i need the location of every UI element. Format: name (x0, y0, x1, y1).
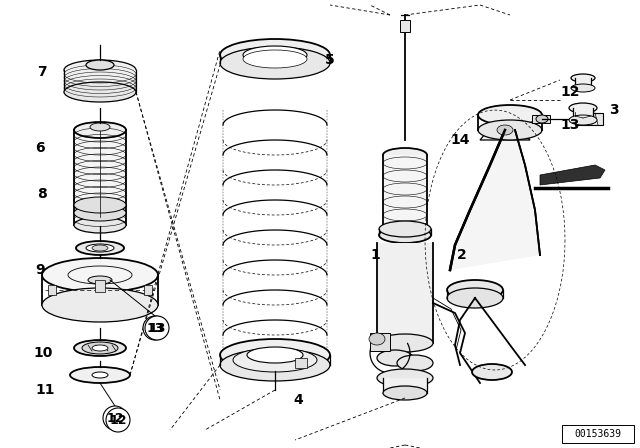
Bar (48, 285, 56, 295)
Bar (383, 155, 427, 235)
Ellipse shape (569, 103, 597, 113)
Polygon shape (487, 116, 523, 136)
Text: 12: 12 (106, 412, 124, 425)
Ellipse shape (497, 125, 513, 135)
Ellipse shape (70, 367, 130, 383)
Ellipse shape (74, 217, 126, 233)
Ellipse shape (233, 348, 317, 372)
Text: 7: 7 (37, 65, 47, 79)
Text: 14: 14 (451, 133, 470, 147)
Ellipse shape (82, 342, 118, 354)
Ellipse shape (383, 148, 427, 162)
Ellipse shape (220, 349, 330, 381)
Ellipse shape (243, 50, 307, 68)
Ellipse shape (88, 276, 112, 284)
Text: 12: 12 (560, 85, 580, 99)
Ellipse shape (243, 46, 307, 64)
Text: 12: 12 (109, 414, 127, 426)
Ellipse shape (92, 372, 108, 378)
Ellipse shape (379, 221, 431, 237)
Ellipse shape (571, 74, 595, 82)
Text: 9: 9 (35, 263, 45, 277)
Polygon shape (540, 165, 605, 185)
Bar (95, 280, 105, 292)
Text: 2: 2 (457, 248, 467, 262)
Ellipse shape (377, 334, 433, 352)
Ellipse shape (383, 386, 427, 400)
Text: 3: 3 (609, 103, 619, 117)
Ellipse shape (379, 227, 431, 243)
Circle shape (143, 316, 167, 340)
Ellipse shape (247, 347, 303, 363)
Bar (575, 78, 591, 88)
Ellipse shape (76, 241, 124, 255)
Ellipse shape (472, 364, 512, 380)
Text: 11: 11 (35, 383, 55, 397)
Bar (573, 108, 593, 120)
Text: 13: 13 (147, 322, 164, 335)
Ellipse shape (536, 115, 548, 123)
Ellipse shape (478, 105, 542, 125)
Ellipse shape (92, 245, 108, 251)
Circle shape (106, 408, 130, 432)
Ellipse shape (74, 122, 126, 138)
Ellipse shape (377, 369, 433, 387)
Ellipse shape (92, 345, 108, 351)
Bar (575, 113, 603, 125)
Bar (144, 285, 152, 295)
Bar (377, 243, 433, 343)
Ellipse shape (447, 288, 503, 308)
Ellipse shape (220, 47, 330, 79)
Text: 00153639: 00153639 (575, 429, 621, 439)
Text: 13: 13 (560, 118, 580, 132)
Text: 4: 4 (293, 393, 303, 407)
Ellipse shape (220, 39, 330, 71)
Text: 6: 6 (35, 141, 45, 155)
Ellipse shape (377, 350, 413, 366)
Circle shape (145, 316, 169, 340)
Bar (64, 70, 136, 92)
Text: 8: 8 (37, 187, 47, 201)
Circle shape (103, 406, 127, 430)
Ellipse shape (447, 280, 503, 300)
Ellipse shape (74, 205, 126, 221)
Ellipse shape (74, 340, 126, 356)
Ellipse shape (571, 84, 595, 92)
Polygon shape (480, 110, 530, 140)
Ellipse shape (90, 123, 110, 131)
Ellipse shape (569, 115, 597, 125)
Ellipse shape (478, 120, 542, 140)
Ellipse shape (369, 333, 385, 345)
Text: 13: 13 (148, 322, 166, 335)
Bar (370, 333, 390, 351)
Ellipse shape (397, 355, 433, 371)
Ellipse shape (42, 258, 158, 292)
Text: 1: 1 (370, 248, 380, 262)
Bar (383, 378, 427, 393)
Text: 10: 10 (33, 346, 52, 360)
Text: 5: 5 (325, 53, 335, 67)
Bar (400, 20, 410, 32)
Bar (532, 115, 550, 123)
Ellipse shape (64, 82, 136, 102)
Polygon shape (450, 130, 540, 270)
Ellipse shape (74, 197, 126, 213)
Bar (74, 130, 126, 225)
Bar (562, 425, 634, 443)
Ellipse shape (86, 60, 114, 70)
Bar (295, 358, 307, 368)
Ellipse shape (64, 60, 136, 80)
Ellipse shape (42, 288, 158, 322)
Ellipse shape (220, 339, 330, 371)
Ellipse shape (86, 244, 114, 252)
